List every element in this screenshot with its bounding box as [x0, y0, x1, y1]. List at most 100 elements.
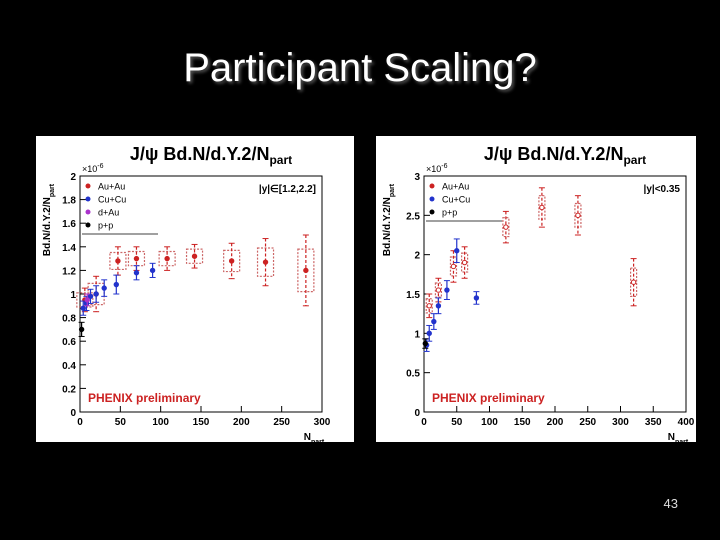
y-tick-label: 0: [414, 408, 420, 419]
y-tick-label: 1: [414, 329, 420, 340]
y-axis-label: Bd.N/d.Y.2/Npart: [382, 183, 396, 256]
data-point: [101, 285, 107, 291]
data-point: [473, 295, 480, 301]
rapidity-label: |y|<0.35: [644, 184, 681, 195]
preliminary-annotation: PHENIX preliminary: [432, 391, 545, 405]
plot-frame: [423, 175, 687, 413]
legend-marker: [429, 196, 435, 202]
systematic-band: [185, 248, 204, 264]
x-tick-label: 250: [579, 417, 596, 428]
chart-left: J/ψ Bd.N/d.Y.2/Npart 0 0.2 0.4 0.6 0.8 1 1.2 1.4…: [42, 144, 331, 442]
data-point: [149, 267, 156, 274]
data-point: [262, 259, 269, 265]
data-point: [539, 204, 545, 211]
y-tick-label: 0: [70, 408, 76, 419]
x-tick-label: 400: [678, 417, 695, 428]
systematic-band: [434, 282, 443, 298]
x-axis-label: Npart: [304, 432, 325, 442]
data-point: [503, 224, 509, 230]
data-point: [426, 303, 432, 309]
data-point: [461, 259, 468, 266]
legend-label: Au+Au: [98, 182, 125, 192]
legend-marker: [85, 209, 91, 215]
data-point: [80, 305, 86, 311]
x-tick-label: 300: [612, 417, 629, 428]
y-tick-label: 0.5: [406, 369, 420, 380]
x-tick-label: 0: [421, 417, 427, 428]
x-tick-label: 50: [451, 417, 463, 428]
y-tick-label: 1.2: [62, 266, 76, 277]
systematic-band: [256, 247, 275, 277]
legend-marker: [85, 183, 91, 189]
x-tick-label: 100: [152, 417, 169, 428]
x-tick-label: 200: [547, 417, 564, 428]
systematic-band: [630, 267, 638, 297]
y-tick-label: 1.8: [62, 196, 76, 207]
data-point: [444, 287, 450, 293]
chart-title: J/ψ Bd.N/d.Y.2/Npart: [130, 144, 292, 167]
legend-label: p+p: [98, 221, 113, 231]
y-tick-label: 0.4: [62, 361, 76, 372]
legend-marker: [429, 209, 435, 215]
systematic-band: [127, 250, 146, 267]
chart-right: J/ψ Bd.N/d.Y.2/Npart 0 0.5 1 1.5 2 2.5 3 0 50 100 1…: [382, 144, 695, 442]
x-tick-label: 50: [115, 417, 127, 428]
systematic-band: [502, 217, 510, 238]
x-tick-label: 250: [273, 417, 290, 428]
data-point: [435, 303, 442, 309]
x-tick-label: 100: [481, 417, 498, 428]
data-point: [303, 267, 309, 274]
chart-panel-left: J/ψ Bd.N/d.Y.2/Npart 0 0.2 0.4 0.6 0.8 1 1.2 1.4…: [36, 136, 354, 442]
data-point: [115, 258, 121, 264]
systematic-band: [158, 250, 176, 267]
y-tick-label: 0.8: [62, 314, 76, 325]
systematic-band: [76, 292, 94, 308]
legend-label: Cu+Cu: [442, 195, 470, 205]
chart-panel-right: J/ψ Bd.N/d.Y.2/Npart 0 0.5 1 1.5 2 2.5 3 0 50 100 1…: [376, 136, 696, 442]
data-point: [435, 287, 442, 293]
preliminary-annotation: PHENIX preliminary: [88, 391, 201, 405]
x-axis-label: Npart: [668, 432, 689, 442]
y-tick-label: 1.6: [62, 219, 76, 230]
x-tick-label: 350: [645, 417, 662, 428]
data-point: [422, 340, 429, 347]
y-tick-label: 1.4: [62, 243, 76, 254]
x-tick-label: 0: [77, 417, 83, 428]
legend-marker: [429, 183, 435, 189]
y-tick-label: 2.5: [406, 211, 420, 222]
x-tick-label: 150: [514, 417, 531, 428]
legend-label: Au+Au: [442, 182, 469, 192]
legend-label: d+Au: [98, 208, 119, 218]
systematic-band: [449, 256, 458, 277]
slide-number: 43: [663, 496, 678, 511]
legend-label: p+p: [442, 208, 457, 218]
data-point: [133, 270, 140, 276]
y-tick-label: 0.6: [62, 337, 76, 348]
y-tick-label: 1.5: [406, 290, 420, 301]
y-exponent-label: ×10-6: [82, 163, 104, 174]
systematic-band: [297, 248, 315, 293]
y-tick-label: 1: [70, 290, 76, 301]
data-point: [87, 293, 94, 300]
data-point: [78, 326, 85, 333]
data-point: [164, 255, 170, 262]
y-tick-label: 2: [414, 251, 420, 262]
x-tick-label: 300: [314, 417, 331, 428]
legend-label: Cu+Cu: [98, 195, 126, 205]
y-axis-label: Bd.N/d.Y.2/Npart: [42, 183, 56, 256]
data-point: [431, 318, 437, 325]
data-point: [133, 255, 140, 262]
data-point: [93, 291, 99, 297]
data-point: [113, 281, 120, 288]
y-tick-label: 2: [70, 172, 76, 183]
data-point: [426, 330, 432, 337]
legend-marker: [85, 196, 91, 202]
systematic-band: [461, 252, 469, 273]
y-exponent-label: ×10-6: [426, 163, 448, 174]
rapidity-label: |y|∈[1.2,2.2]: [259, 184, 316, 195]
systematic-band: [425, 298, 433, 314]
legend-marker: [85, 222, 91, 228]
x-tick-label: 200: [233, 417, 250, 428]
data-point: [191, 253, 198, 259]
data-point: [454, 248, 460, 254]
